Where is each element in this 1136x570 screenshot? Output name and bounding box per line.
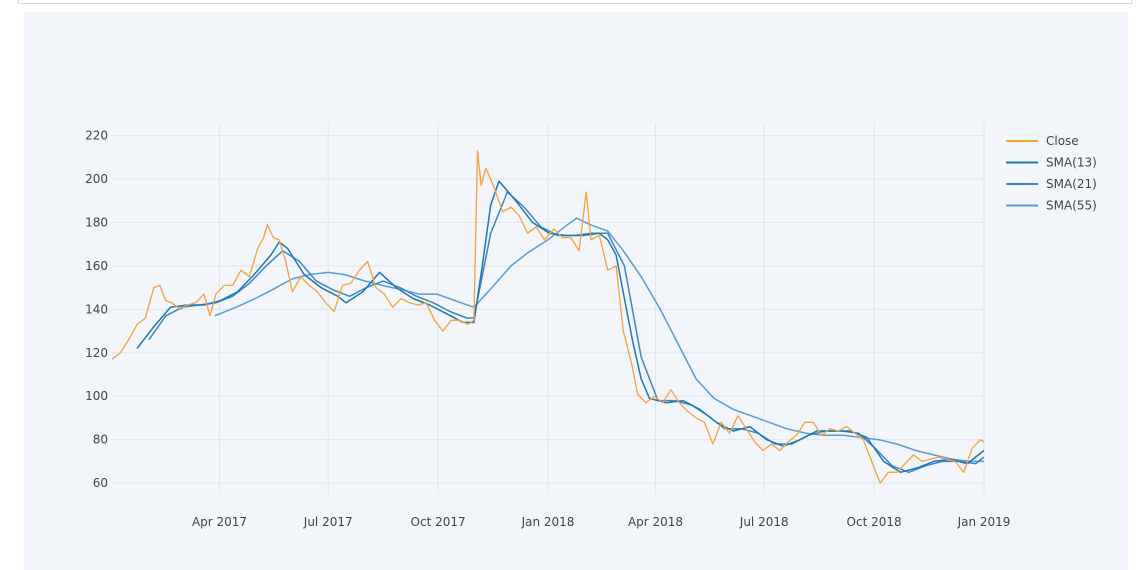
series-line-close xyxy=(111,150,985,484)
y-tick-label: 120 xyxy=(85,346,108,360)
legend-label: SMA(21) xyxy=(1046,177,1097,191)
x-tick-label: Jan 2018 xyxy=(521,515,575,529)
y-tick-label: 160 xyxy=(85,259,108,273)
y-tick-label: 180 xyxy=(85,215,108,229)
legend-label: SMA(13) xyxy=(1046,156,1097,170)
y-tick-label: 140 xyxy=(85,302,108,316)
x-axis-ticks: Apr 2017 Jul 2017 Oct 2017 Jan 2018 Apr 2018… xyxy=(192,515,1010,529)
legend-label: SMA(55) xyxy=(1046,199,1097,213)
top-panel-edge xyxy=(18,0,1132,4)
x-tick-label: Oct 2017 xyxy=(411,515,466,529)
y-tick-label: 60 xyxy=(93,476,108,490)
x-tick-label: Oct 2018 xyxy=(847,515,902,529)
y-tick-label: 200 xyxy=(85,172,108,186)
y-tick-label: 100 xyxy=(85,389,108,403)
line-chart: 60 80 100 120 140 160 180 200 220 Apr 2017 Jul 20… xyxy=(85,123,1097,529)
legend-label: Close xyxy=(1046,134,1079,148)
legend: Close SMA(13) SMA(21) SMA(55) xyxy=(1006,134,1097,213)
x-tick-label: Jul 2017 xyxy=(303,515,353,529)
x-tick-label: Apr 2018 xyxy=(628,515,683,529)
chart-panel: 60 80 100 120 140 160 180 200 220 Apr 2017 Jul 20… xyxy=(24,12,1128,570)
x-tick-label: Jan 2019 xyxy=(957,515,1011,529)
series-line-sma-13 xyxy=(136,180,985,474)
series-lines xyxy=(111,150,985,484)
x-tick-label: Jul 2018 xyxy=(739,515,789,529)
y-tick-label: 80 xyxy=(93,433,108,447)
x-grid xyxy=(219,123,985,494)
series-line-sma-55 xyxy=(214,217,984,463)
x-tick-label: Apr 2017 xyxy=(192,515,247,529)
y-axis-ticks: 60 80 100 120 140 160 180 200 220 xyxy=(85,129,108,491)
y-tick-label: 220 xyxy=(85,129,108,143)
